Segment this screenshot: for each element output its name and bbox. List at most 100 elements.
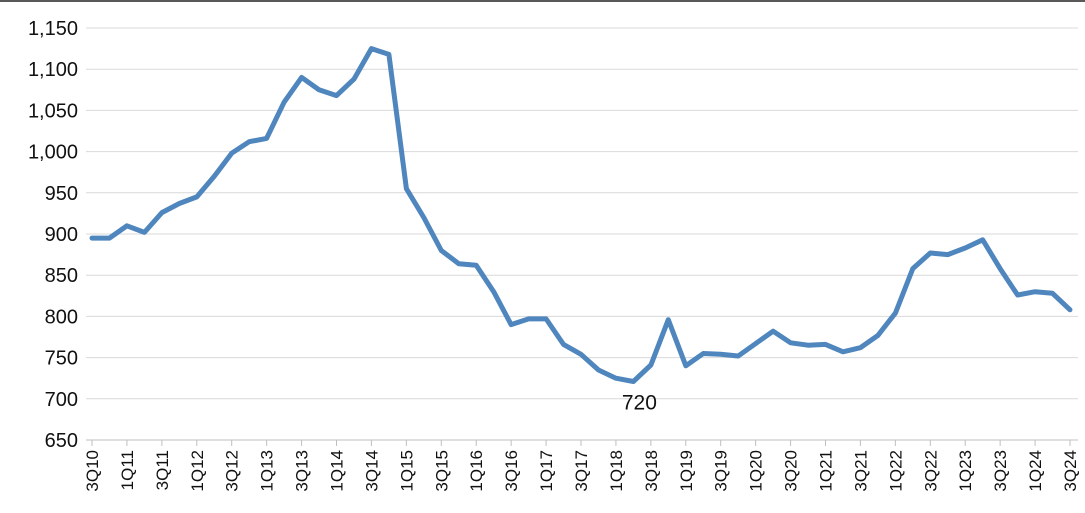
data-point xyxy=(613,376,618,381)
data-point xyxy=(648,363,653,368)
data-point xyxy=(264,136,269,141)
data-point xyxy=(1033,289,1038,294)
y-tick-label: 900 xyxy=(45,224,78,246)
data-point xyxy=(229,151,234,156)
data-point xyxy=(596,367,601,372)
x-tick-label: 1Q20 xyxy=(747,450,766,492)
x-tick-label: 1Q11 xyxy=(118,450,137,490)
data-point xyxy=(299,75,304,80)
y-tick-label: 950 xyxy=(45,183,78,205)
data-point xyxy=(107,236,112,241)
x-tick-label: 1Q22 xyxy=(886,450,905,492)
data-point xyxy=(771,329,776,334)
data-point xyxy=(631,379,636,384)
x-tick-label: 1Q21 xyxy=(817,450,836,492)
x-tick-label: 3Q17 xyxy=(572,450,591,492)
data-point xyxy=(439,248,444,253)
data-point xyxy=(928,250,933,255)
minimum-annotation: 720 xyxy=(622,391,657,414)
gridlines xyxy=(86,27,1078,400)
y-tick-label: 1,150 xyxy=(28,18,78,40)
series xyxy=(89,46,1073,384)
data-point xyxy=(317,87,322,92)
x-tick-label: 3Q24 xyxy=(1061,450,1080,492)
data-point xyxy=(351,77,356,82)
x-tick-label: 3Q13 xyxy=(293,450,312,492)
annotations: 720 xyxy=(622,391,657,414)
data-point xyxy=(893,311,898,316)
x-tick-label: 3Q11 xyxy=(153,450,172,490)
x-tick-label: 3Q15 xyxy=(432,450,451,492)
data-point xyxy=(718,352,723,357)
data-point xyxy=(806,343,811,348)
data-point xyxy=(369,46,374,51)
y-tick-label: 750 xyxy=(45,348,78,370)
x-tick-label: 3Q19 xyxy=(712,450,731,492)
data-point xyxy=(456,261,461,266)
data-point xyxy=(474,263,479,268)
data-point xyxy=(212,174,217,179)
x-tick-label: 3Q23 xyxy=(991,450,1010,492)
y-tick-label: 800 xyxy=(45,306,78,328)
data-point xyxy=(788,340,793,345)
data-point xyxy=(823,342,828,347)
x-tick-label: 3Q20 xyxy=(782,450,801,492)
data-point xyxy=(945,252,950,257)
data-point xyxy=(736,353,741,358)
series-line xyxy=(89,46,1073,384)
data-point xyxy=(858,345,863,350)
data-point xyxy=(491,289,496,294)
data-point xyxy=(282,100,287,105)
data-point xyxy=(980,237,985,242)
x-tick-label: 3Q12 xyxy=(223,450,242,492)
data-point xyxy=(247,139,252,144)
data-point xyxy=(1015,292,1020,297)
y-tick-label: 1,050 xyxy=(28,100,78,122)
x-tick-label: 1Q24 xyxy=(1026,450,1045,492)
y-tick-label: 650 xyxy=(45,430,78,452)
data-point xyxy=(334,93,339,98)
data-point xyxy=(194,194,199,199)
data-point xyxy=(404,186,409,191)
data-point xyxy=(561,342,566,347)
y-tick-label: 1,100 xyxy=(28,59,78,81)
data-point xyxy=(666,317,671,322)
axes xyxy=(86,439,1078,446)
data-point xyxy=(998,266,1003,271)
data-point xyxy=(544,316,549,321)
x-tick-label: 1Q14 xyxy=(328,450,347,492)
x-tick-label: 1Q13 xyxy=(258,450,277,492)
x-tick-label: 1Q19 xyxy=(677,450,696,492)
data-point xyxy=(875,333,880,338)
x-tick-label: 1Q12 xyxy=(188,450,207,492)
data-point xyxy=(1050,291,1055,296)
data-point xyxy=(753,341,758,346)
y-tick-label: 850 xyxy=(45,265,78,287)
data-point xyxy=(159,210,164,215)
x-tick-label: 3Q14 xyxy=(362,450,381,492)
data-point xyxy=(124,223,129,228)
x-tick-label: 3Q18 xyxy=(642,450,661,492)
data-point xyxy=(910,266,915,271)
data-point xyxy=(579,352,584,357)
data-point xyxy=(1068,307,1073,312)
data-point xyxy=(963,246,968,251)
x-tick-label: 3Q21 xyxy=(851,450,870,492)
data-point xyxy=(421,215,426,220)
x-tick-label: 3Q10 xyxy=(83,450,102,492)
x-tick-label: 1Q18 xyxy=(607,450,626,492)
x-tick-label: 1Q15 xyxy=(397,450,416,492)
data-point xyxy=(701,351,706,356)
y-tick-labels: 650 700 750 800 850 900 950 1,000 1,050 1,100 1,15… xyxy=(28,18,78,452)
y-tick-label: 700 xyxy=(45,389,78,411)
data-point xyxy=(142,230,147,235)
x-tick-label: 3Q22 xyxy=(921,450,940,492)
data-point xyxy=(683,363,688,368)
x-tick-label: 1Q17 xyxy=(537,450,556,492)
x-tick-label: 1Q23 xyxy=(956,450,975,492)
x-tick-labels: 3Q10 1Q11 3Q11 1Q12 3Q12 1Q13 3Q13 1Q14 3Q14 1Q15… xyxy=(83,450,1080,492)
data-point xyxy=(90,236,95,241)
x-tick-label: 1Q16 xyxy=(467,450,486,492)
